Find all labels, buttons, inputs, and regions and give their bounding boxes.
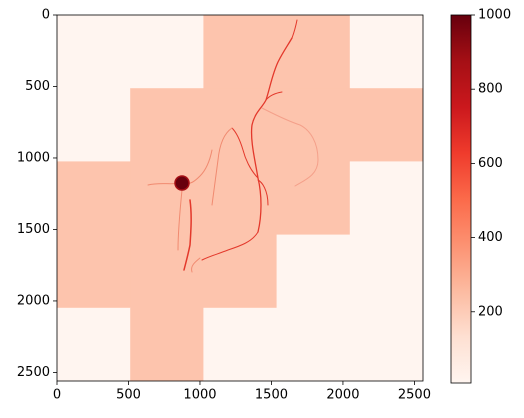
- y-tick-label: 2500: [17, 365, 50, 380]
- image: [57, 15, 423, 381]
- image-cell: [349, 307, 423, 381]
- y-tick-label: 0: [42, 8, 50, 23]
- image-cell: [57, 234, 131, 309]
- colorbar-tick-label: 200: [478, 304, 503, 319]
- image-cell: [57, 307, 131, 381]
- x-tick-label: 500: [116, 388, 141, 403]
- image-cell: [203, 161, 278, 236]
- image-cell: [130, 161, 204, 236]
- colorbar-tick-label: 800: [478, 82, 503, 97]
- image-cell: [130, 88, 204, 162]
- image-cell: [57, 161, 131, 236]
- colorbar-tick-label: 600: [478, 156, 503, 171]
- image-cell: [349, 15, 423, 89]
- image-cell: [349, 234, 423, 309]
- image-cell: [276, 15, 351, 89]
- y-tick-label: 2000: [17, 293, 50, 308]
- neuron: [147, 19, 319, 273]
- x-tick-label: 1500: [255, 388, 288, 403]
- x-tick-label: 2500: [398, 388, 431, 403]
- y-tick-label: 1500: [17, 222, 50, 237]
- image-cell: [349, 161, 423, 236]
- image-cell: [276, 307, 351, 381]
- plot-frame: [56, 14, 424, 382]
- soma: [174, 175, 190, 191]
- image-cell: [203, 234, 278, 309]
- x-tick-label: 0: [53, 388, 61, 403]
- y-tick-label: 500: [25, 79, 50, 94]
- image-cell: [203, 15, 278, 89]
- colorbar: [450, 14, 472, 384]
- image-cell: [349, 88, 423, 162]
- y-tick-label: 1000: [17, 150, 50, 165]
- image-cell: [57, 88, 131, 162]
- x-tick-label: 1000: [183, 388, 216, 403]
- colorbar-tick-label: 400: [478, 230, 503, 245]
- image-cell: [276, 88, 351, 162]
- image-cell: [57, 15, 131, 89]
- image-cell: [130, 15, 204, 89]
- image-cell: [203, 307, 278, 381]
- image-cell: [203, 88, 278, 162]
- x-tick-label: 2000: [326, 388, 359, 403]
- image-cell: [130, 234, 204, 309]
- image-cell: [276, 234, 351, 309]
- image-cell: [130, 307, 204, 381]
- colorbar-tick-label: 1000: [478, 8, 511, 23]
